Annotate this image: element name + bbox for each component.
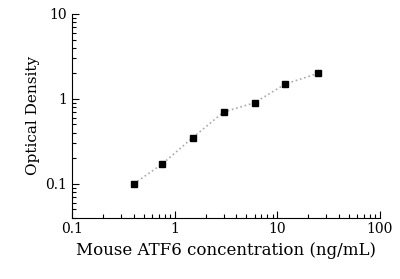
X-axis label: Mouse ATF6 concentration (ng/mL): Mouse ATF6 concentration (ng/mL) bbox=[76, 242, 376, 259]
Y-axis label: Optical Density: Optical Density bbox=[26, 56, 40, 175]
